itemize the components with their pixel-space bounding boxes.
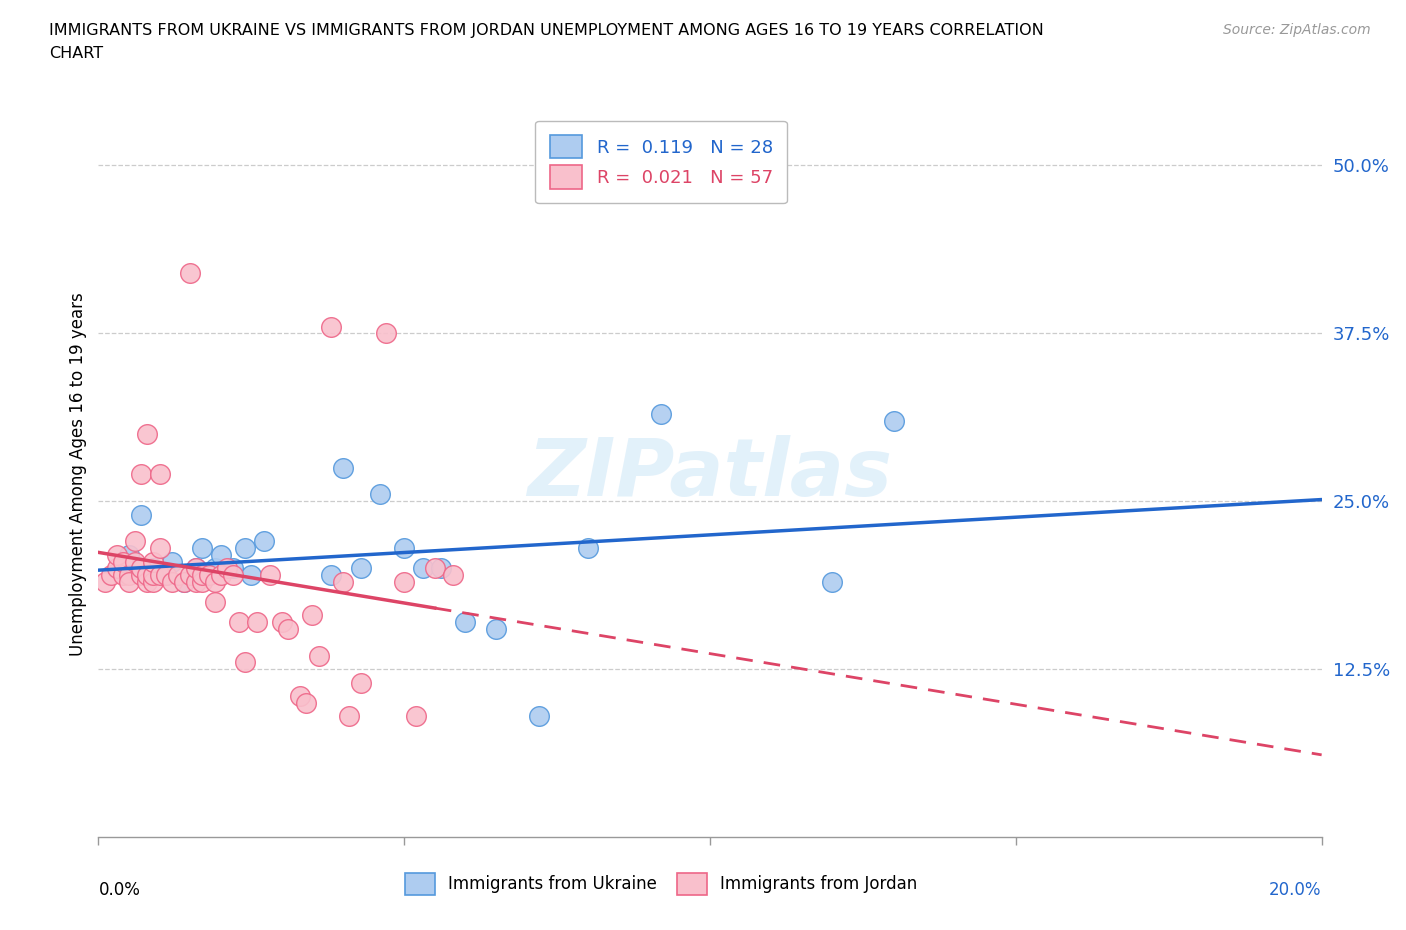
Point (129, 507, 152, 522)
Point (270, 615, 292, 630)
Point (179, 567, 201, 582)
Point (179, 265, 201, 280)
Point (308, 648, 330, 663)
Text: Source: ZipAtlas.com: Source: ZipAtlas.com (1223, 23, 1371, 37)
Point (129, 561, 152, 576)
Point (883, 413, 905, 428)
Point (277, 621, 299, 636)
Point (129, 567, 152, 582)
Point (191, 567, 214, 582)
Point (111, 554, 134, 569)
Point (454, 615, 477, 630)
Point (149, 540, 172, 555)
Point (392, 540, 416, 555)
Point (136, 427, 159, 442)
Point (155, 567, 177, 582)
Point (527, 709, 550, 724)
Y-axis label: Unemployment Among Ages 16 to 19 years: Unemployment Among Ages 16 to 19 years (69, 292, 87, 657)
Legend: Immigrants from Ukraine, Immigrants from Jordan: Immigrants from Ukraine, Immigrants from… (398, 867, 924, 901)
Point (173, 575, 195, 590)
Point (430, 561, 453, 576)
Point (149, 567, 172, 582)
Point (441, 567, 464, 582)
Point (118, 575, 141, 590)
Point (191, 540, 214, 555)
Point (374, 326, 396, 340)
Text: 20.0%: 20.0% (1270, 881, 1322, 898)
Point (228, 615, 250, 630)
Point (337, 709, 360, 724)
Point (160, 575, 183, 590)
Text: ZIPatlas: ZIPatlas (527, 435, 893, 513)
Point (186, 575, 208, 590)
Point (392, 575, 416, 590)
Point (186, 561, 208, 576)
Point (118, 548, 141, 563)
Text: IMMIGRANTS FROM UKRAINE VS IMMIGRANTS FROM JORDAN UNEMPLOYMENT AMONG AGES 16 TO : IMMIGRANTS FROM UKRAINE VS IMMIGRANTS FR… (49, 23, 1045, 38)
Point (252, 534, 274, 549)
Point (215, 561, 238, 576)
Point (93, 575, 115, 590)
Point (295, 696, 318, 711)
Point (105, 548, 128, 563)
Point (142, 575, 165, 590)
Point (301, 608, 323, 623)
Point (368, 487, 391, 502)
Point (155, 567, 177, 582)
Point (160, 554, 183, 569)
Point (209, 567, 232, 582)
Point (204, 575, 226, 590)
Point (209, 548, 232, 563)
Point (167, 567, 190, 582)
Point (197, 567, 219, 582)
Point (412, 561, 434, 576)
Point (105, 561, 128, 576)
Point (124, 534, 146, 549)
Point (100, 567, 122, 582)
Point (173, 575, 195, 590)
Point (142, 561, 165, 576)
Point (124, 554, 146, 569)
Point (485, 621, 508, 636)
Point (233, 540, 256, 555)
Point (222, 561, 245, 576)
Point (118, 567, 141, 582)
Point (149, 467, 172, 482)
Point (246, 615, 269, 630)
Point (332, 460, 354, 475)
Point (129, 467, 152, 482)
Point (319, 319, 342, 334)
Point (186, 561, 208, 576)
Point (350, 675, 373, 690)
Point (240, 567, 263, 582)
Point (405, 709, 427, 724)
Point (319, 567, 342, 582)
Point (290, 688, 312, 703)
Point (423, 561, 446, 576)
Point (204, 594, 226, 609)
Point (821, 575, 844, 590)
Point (136, 567, 159, 582)
Point (259, 567, 281, 582)
Point (142, 554, 165, 569)
Point (142, 567, 165, 582)
Point (111, 567, 134, 582)
Point (191, 575, 214, 590)
Text: 0.0%: 0.0% (98, 881, 141, 898)
Point (576, 540, 599, 555)
Point (204, 561, 226, 576)
Point (222, 567, 245, 582)
Point (332, 575, 354, 590)
Point (350, 561, 373, 576)
Text: CHART: CHART (49, 46, 103, 61)
Point (136, 575, 159, 590)
Point (233, 655, 256, 670)
Point (650, 406, 672, 421)
